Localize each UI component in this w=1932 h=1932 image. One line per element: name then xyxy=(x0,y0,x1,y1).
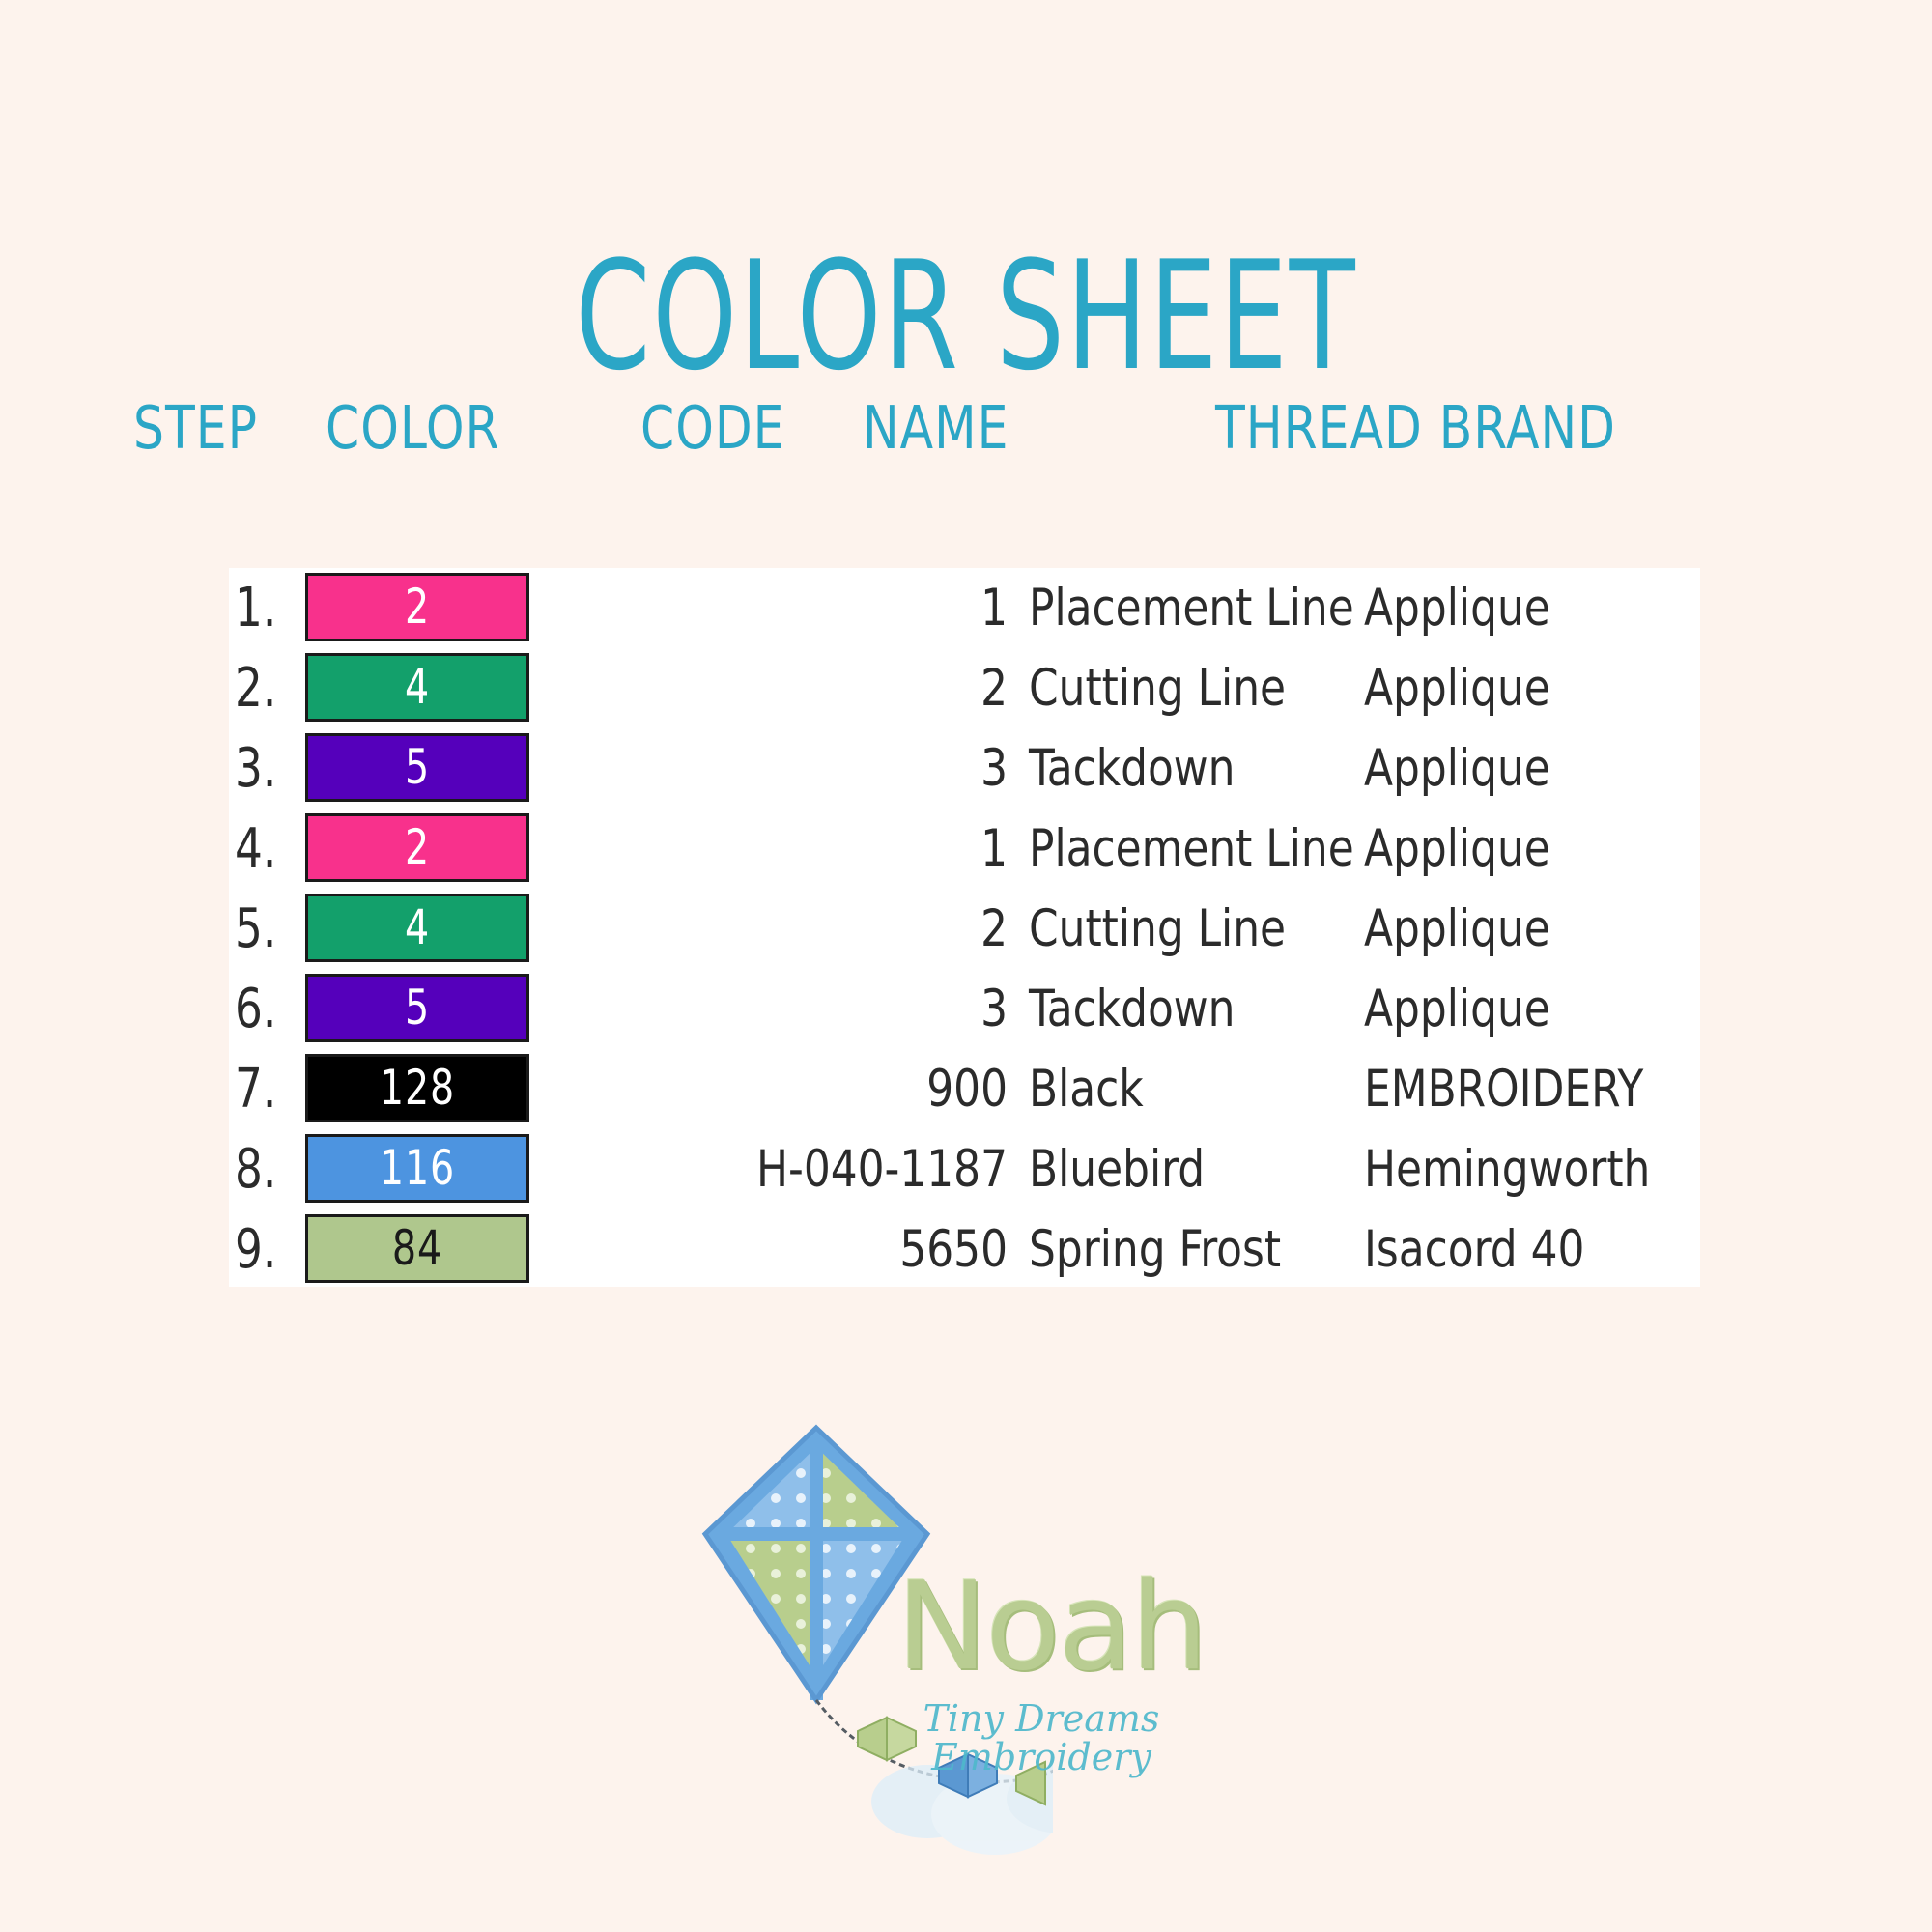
row-thread-brand: Isacord 40 xyxy=(1364,1220,1585,1279)
row-code: 1 xyxy=(980,579,1008,638)
row-color-swatch: 2 xyxy=(305,573,529,641)
row-color-swatch-number: 5 xyxy=(404,739,431,795)
row-step-number: 3. xyxy=(235,737,277,800)
row-color-swatch: 84 xyxy=(305,1214,529,1283)
kite-illustration xyxy=(701,1424,1053,1855)
row-name: Black xyxy=(1029,1060,1144,1119)
watermark-line-2: Embroidery xyxy=(931,1735,1151,1778)
color-table: 1. 2 1 Placement Line Applique 2. 4 2 Cutting Li… xyxy=(229,568,1700,1287)
row-step-number: 6. xyxy=(235,978,277,1040)
row-color-swatch-number: 128 xyxy=(379,1060,456,1116)
table-row: 6. 5 3 Tackdown Applique xyxy=(229,969,1700,1049)
column-header-step: STEP xyxy=(133,394,258,464)
row-code: H-040-1187 xyxy=(755,1140,1008,1199)
row-color-swatch: 116 xyxy=(305,1134,529,1203)
kite-quadrant-top-left xyxy=(726,1447,816,1534)
row-name: Tackdown xyxy=(1029,980,1236,1038)
column-header-color: COLOR xyxy=(326,394,500,464)
table-row: 1. 2 1 Placement Line Applique xyxy=(229,568,1700,648)
row-color-swatch-number: 84 xyxy=(391,1220,443,1276)
row-step-number: 8. xyxy=(235,1138,277,1201)
row-color-swatch-number: 4 xyxy=(404,899,431,955)
row-name: Cutting Line xyxy=(1029,899,1287,958)
kite-horizontal-spar xyxy=(715,1527,918,1541)
row-thread-brand: Applique xyxy=(1364,659,1550,718)
row-name: Placement Line xyxy=(1029,819,1354,878)
column-header-code: CODE xyxy=(640,394,785,464)
row-thread-brand: Applique xyxy=(1364,579,1550,638)
row-code: 2 xyxy=(980,659,1008,718)
row-color-swatch: 4 xyxy=(305,894,529,962)
watermark: Tiny Dreams Embroidery xyxy=(896,1697,1186,1778)
row-code: 5650 xyxy=(899,1220,1008,1279)
row-step-number: 7. xyxy=(235,1058,277,1121)
design-name-text: Noah xyxy=(896,1555,1208,1697)
row-name: Cutting Line xyxy=(1029,659,1287,718)
column-header-name: NAME xyxy=(863,394,1009,464)
row-name: Spring Frost xyxy=(1029,1220,1282,1279)
row-name: Placement Line xyxy=(1029,579,1354,638)
row-color-swatch-number: 5 xyxy=(404,980,431,1036)
row-step-number: 9. xyxy=(235,1218,277,1281)
kite-quadrant-bottom-right xyxy=(816,1534,906,1676)
row-thread-brand: Applique xyxy=(1364,980,1550,1038)
row-step-number: 2. xyxy=(235,657,277,720)
row-step-number: 4. xyxy=(235,817,277,880)
table-row: 2. 4 2 Cutting Line Applique xyxy=(229,648,1700,728)
row-color-swatch: 5 xyxy=(305,733,529,802)
row-color-swatch-number: 4 xyxy=(404,659,431,715)
design-logo: Noah Tiny Dreams Embroidery xyxy=(638,1410,1314,1874)
table-row: 3. 5 3 Tackdown Applique xyxy=(229,728,1700,809)
row-code: 2 xyxy=(980,899,1008,958)
tail-bow-blue-1 xyxy=(938,1752,998,1799)
row-color-swatch: 5 xyxy=(305,974,529,1042)
table-row: 5. 4 2 Cutting Line Applique xyxy=(229,889,1700,969)
row-thread-brand: Applique xyxy=(1364,819,1550,878)
row-color-swatch-number: 2 xyxy=(404,579,431,635)
kite-quadrant-top-right xyxy=(816,1447,906,1534)
row-color-swatch: 4 xyxy=(305,653,529,722)
tail-bow-green-2 xyxy=(1015,1760,1046,1806)
row-code: 3 xyxy=(980,739,1008,798)
watermark-line-1: Tiny Dreams xyxy=(923,1697,1160,1740)
row-step-number: 1. xyxy=(235,577,277,639)
table-row: 7. 128 900 Black EMBROIDERY xyxy=(229,1049,1700,1129)
row-thread-brand: Applique xyxy=(1364,899,1550,958)
row-code: 900 xyxy=(926,1060,1008,1119)
kite-vertical-spar xyxy=(810,1439,823,1700)
column-header-row: STEP COLOR CODE NAME THREAD BRAND xyxy=(0,394,1932,472)
table-row: 8. 116 H-040-1187 Bluebird Hemingworth xyxy=(229,1129,1700,1209)
row-thread-brand: EMBROIDERY xyxy=(1364,1060,1644,1119)
row-thread-brand: Hemingworth xyxy=(1364,1140,1651,1199)
column-header-thread-brand: THREAD BRAND xyxy=(1215,394,1616,464)
row-color-swatch: 2 xyxy=(305,813,529,882)
row-code: 3 xyxy=(980,980,1008,1038)
row-thread-brand: Applique xyxy=(1364,739,1550,798)
kite-quadrant-bottom-left xyxy=(726,1534,816,1676)
tail-bow-green-1 xyxy=(857,1716,917,1762)
row-color-swatch: 128 xyxy=(305,1054,529,1122)
row-color-swatch-number: 2 xyxy=(404,819,431,875)
row-code: 1 xyxy=(980,819,1008,878)
row-step-number: 5. xyxy=(235,897,277,960)
table-row: 9. 84 5650 Spring Frost Isacord 40 xyxy=(229,1209,1700,1287)
page-title: COLOR SHEET xyxy=(575,229,1357,405)
row-name: Tackdown xyxy=(1029,739,1236,798)
row-color-swatch-number: 116 xyxy=(379,1140,456,1196)
table-row: 4. 2 1 Placement Line Applique xyxy=(229,809,1700,889)
row-name: Bluebird xyxy=(1029,1140,1206,1199)
